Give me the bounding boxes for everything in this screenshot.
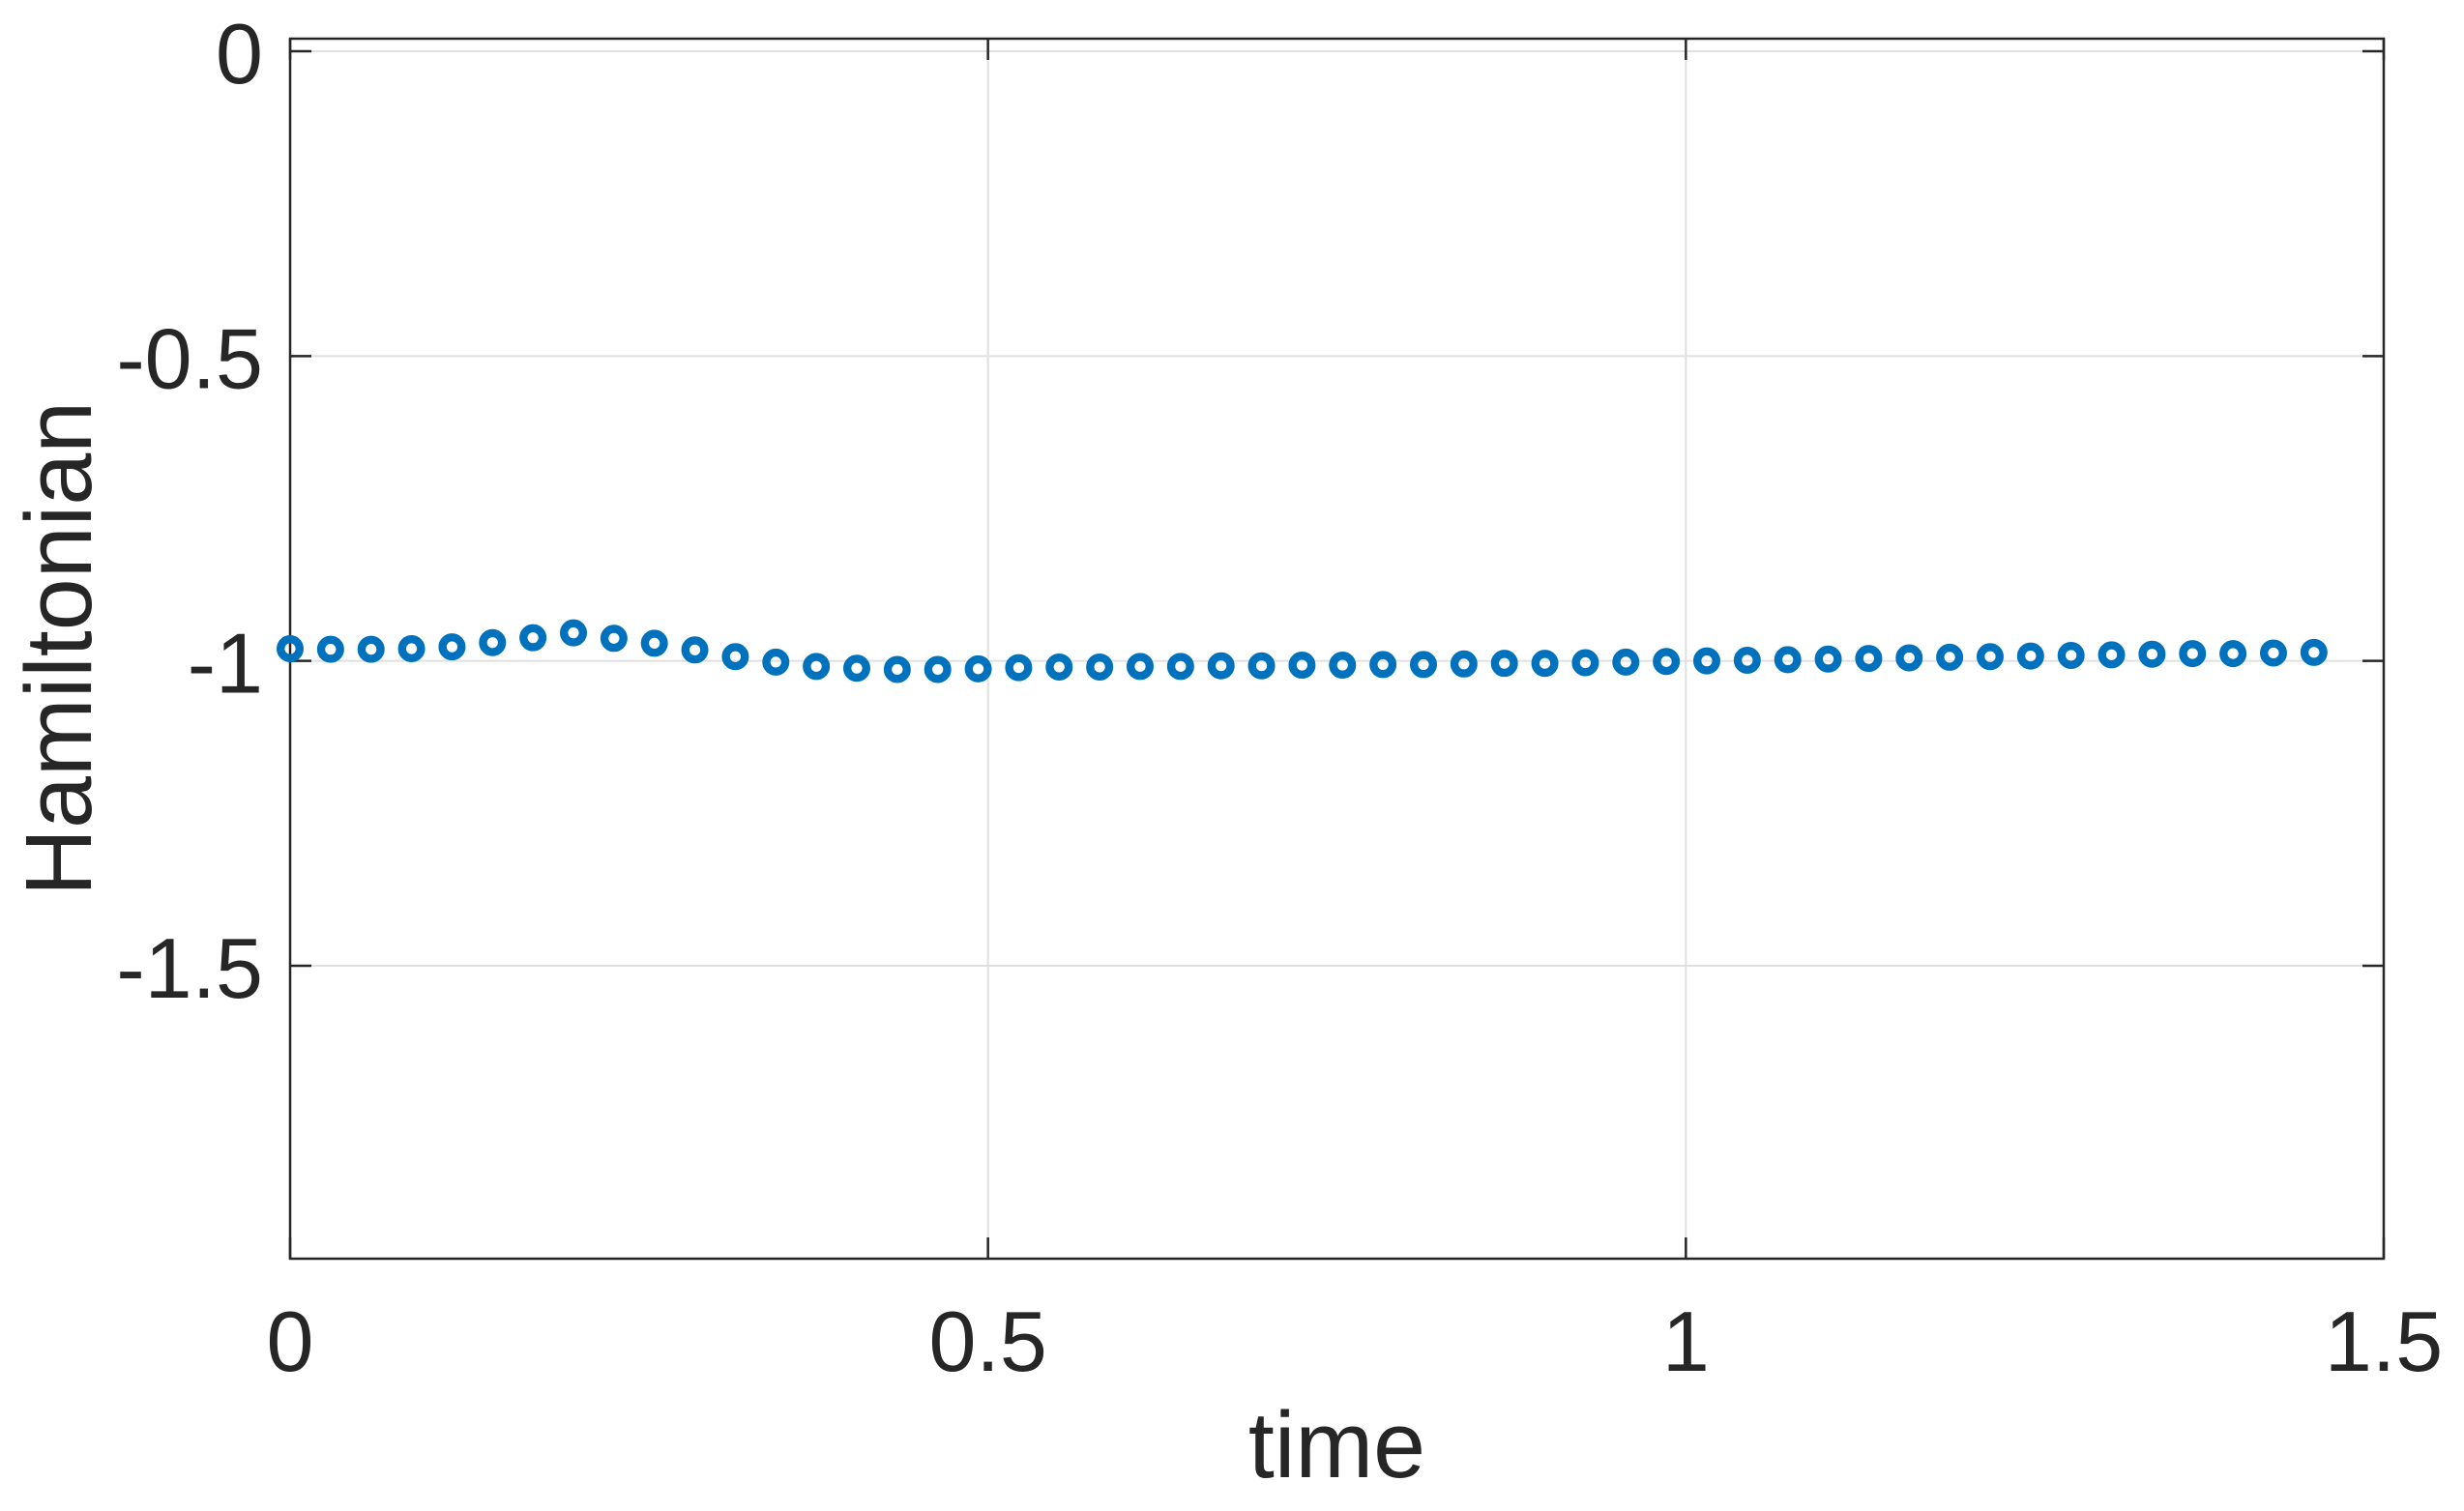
data-point-marker (1166, 653, 1194, 681)
data-point-marker (519, 624, 547, 652)
data-point-marker (1450, 650, 1478, 678)
x-tick-label: 0 (267, 1293, 314, 1389)
data-point-marker (2300, 638, 2328, 666)
data-point-marker (600, 625, 628, 653)
axes-border (288, 37, 2386, 1261)
data-point-marker (1976, 643, 2004, 671)
x-axis-label: time (1247, 1392, 1426, 1497)
data-point-marker (2259, 639, 2287, 667)
data-point-marker (1288, 652, 1316, 680)
data-point-marker (2016, 642, 2044, 670)
data-point-marker (2138, 640, 2166, 668)
x-tick-label: 0.5 (928, 1293, 1046, 1389)
data-point-marker (1247, 652, 1276, 680)
data-point-marker (357, 635, 385, 663)
data-point-marker (1653, 648, 1681, 676)
data-point-marker (2057, 641, 2085, 669)
data-point-marker (479, 628, 507, 656)
y-tick-label: -1.5 (116, 920, 263, 1016)
data-point-marker (1369, 651, 1397, 679)
data-point-marker (438, 633, 466, 661)
data-point-marker (2219, 640, 2247, 668)
data-point-marker (640, 629, 668, 657)
data-point-marker (1814, 645, 1842, 673)
y-axis-label: Hamiltonian (6, 400, 111, 897)
x-tick-label: 1.5 (2325, 1293, 2443, 1389)
data-point-marker (277, 635, 305, 663)
data-point-marker (1571, 649, 1599, 677)
data-point-marker (1855, 645, 1883, 673)
data-point-marker (964, 654, 992, 683)
data-point-marker (1733, 647, 1761, 675)
data-point-marker (2097, 641, 2126, 669)
y-tick-label: -0.5 (116, 310, 263, 406)
data-point-marker (1126, 653, 1154, 681)
data-point-marker (1531, 650, 1559, 678)
data-point-marker (1086, 653, 1114, 681)
data-point-marker (1207, 652, 1235, 680)
data-point-marker (721, 643, 749, 671)
data-point-marker (803, 653, 831, 681)
data-point-marker (316, 635, 344, 663)
data-point-marker (1936, 643, 1964, 671)
data-point-marker (1692, 647, 1720, 675)
data-point-marker (1045, 653, 1073, 681)
data-point-marker (1895, 644, 1923, 672)
data-point-marker (924, 655, 952, 683)
data-point-marker (559, 619, 587, 647)
data-point-marker (842, 654, 870, 683)
data-point-marker (1612, 648, 1640, 676)
y-tick-label: 0 (216, 6, 263, 102)
data-point-marker (1409, 651, 1437, 679)
y-tick-label: -1 (188, 616, 263, 712)
x-tick-label: 1 (1662, 1293, 1710, 1389)
data-point-marker (397, 635, 425, 663)
data-point-marker (1005, 654, 1033, 682)
data-point-marker (1490, 650, 1518, 678)
data-point-marker (762, 648, 790, 676)
data-point-marker (883, 655, 911, 683)
data-point-marker (1774, 646, 1802, 674)
data-point-marker (1329, 652, 1357, 680)
data-point-marker (2179, 640, 2207, 668)
data-point-marker (681, 636, 709, 664)
